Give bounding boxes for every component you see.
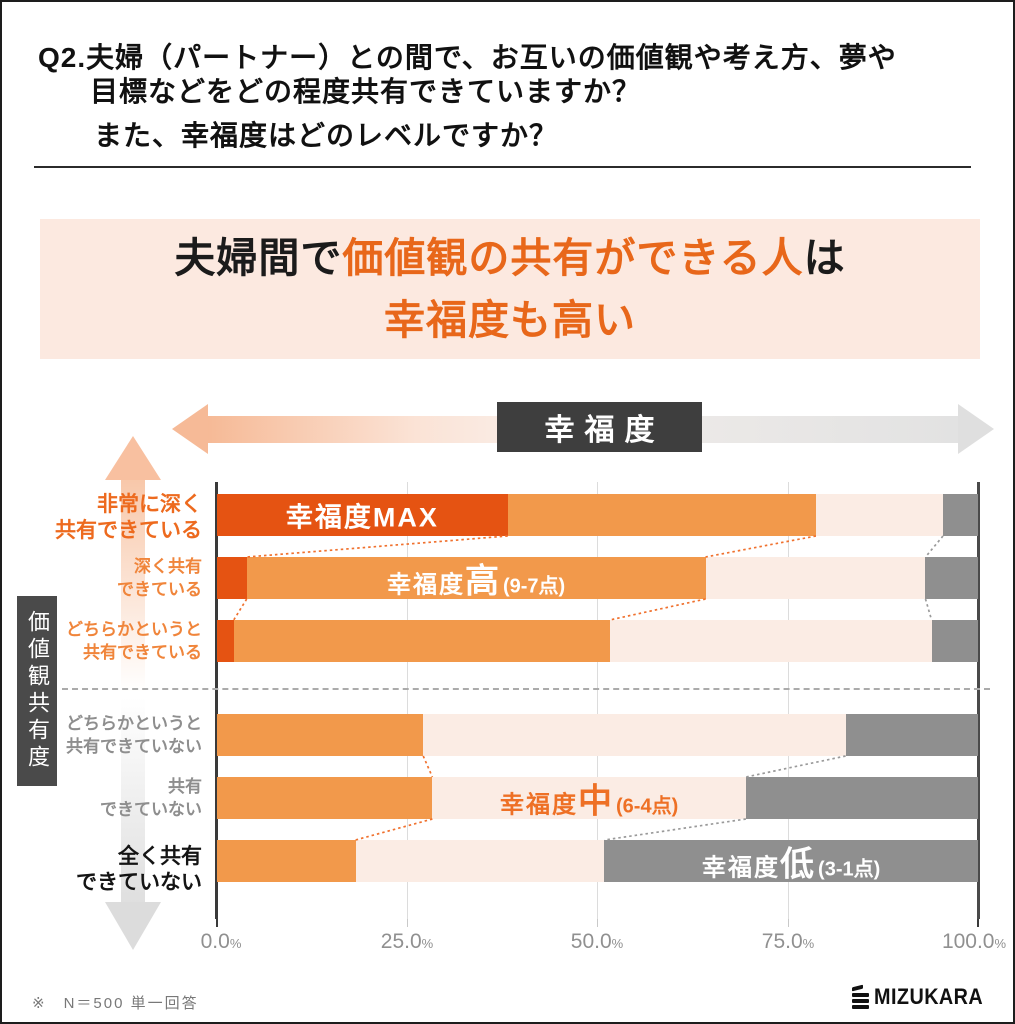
x-tick-label-0: 0.0% <box>200 930 242 953</box>
gridline-25 <box>407 482 408 919</box>
bar-0-segment-1 <box>507 494 816 536</box>
bar-5-segment-1 <box>217 840 356 882</box>
category-label-very-deep-share: 非常に深く 共有できている <box>55 493 202 542</box>
bar-chart: 幸福度MAX 幸福度高 (9-7点) 幸福度中 (6-4点) 幸福度低 (3-1点) <box>217 482 978 919</box>
tick-75 <box>788 919 789 927</box>
question-line-3: また、幸福度はどのレベルですか？ <box>94 120 559 151</box>
question-line-1: Q2.夫婦（パートナー）との間で、お互いの価値観や考え方、夢や <box>38 42 897 73</box>
arrow-up-icon <box>105 436 161 480</box>
segment-label-row-4: 幸福度中 (6-4点) <box>500 782 679 821</box>
bar-0-segment-3 <box>942 494 978 536</box>
gridline-75 <box>788 482 789 919</box>
y-axis-label: 価値観共有度 <box>17 596 57 786</box>
question-line-2: 目標などをどの程度共有できていますか？ <box>90 76 642 107</box>
x-tick-label-50: 50.0% <box>570 930 624 953</box>
bar-2-segment-2 <box>609 620 932 662</box>
bar-2-segment-0 <box>217 620 234 662</box>
gridline-50 <box>597 482 598 919</box>
bar-row-4 <box>217 777 978 819</box>
bar-3-segment-2 <box>423 714 846 756</box>
bar-1-segment-1 <box>246 557 706 599</box>
bar-3-segment-1 <box>217 714 424 756</box>
headline-line-2: 幸福度も高い <box>384 297 636 343</box>
category-label-not-share: 共有 できていない <box>100 777 202 819</box>
bar-0-segment-0 <box>217 494 508 536</box>
brand-name: MIZUKARA <box>873 984 983 1009</box>
axis-0-line <box>215 482 218 919</box>
arrow-down-icon <box>105 902 161 950</box>
tick-50 <box>597 919 598 927</box>
bar-1-segment-0 <box>217 557 247 599</box>
bar-4-segment-3 <box>745 777 978 819</box>
category-label-somewhat-share: どちらかというと 共有できている <box>66 620 202 662</box>
bar-row-2 <box>217 620 978 662</box>
segment-label-row-1: 幸福度高 (9-7点) <box>386 562 566 601</box>
tick-0 <box>216 919 218 927</box>
value-axis-up-arrow <box>121 478 145 692</box>
bar-1-segment-3 <box>925 557 978 599</box>
category-label-deep-share: 深く共有 できている <box>117 557 202 599</box>
tick-100 <box>977 919 979 927</box>
bar-row-5 <box>217 840 978 882</box>
sample-size-note: ※ N＝500 単一回答 <box>32 995 199 1012</box>
category-label-somewhat-not-share: どちらかというと 共有できていない <box>66 714 202 756</box>
x-tick-label-75: 75.0% <box>761 930 815 953</box>
brand-logo: MIZUKARA <box>851 984 995 1010</box>
x-tick-label-25: 25.0% <box>380 930 434 953</box>
axis-100-line <box>977 482 980 919</box>
bar-4-segment-1 <box>217 777 433 819</box>
bar-2-segment-1 <box>233 620 610 662</box>
arrow-right-icon <box>958 404 994 454</box>
headline-banner: 夫婦間で価値観の共有ができる人は 幸福度も高い <box>40 219 980 359</box>
x-tick-label-100: 100.0% <box>941 930 1007 953</box>
bar-4-segment-2 <box>432 777 746 819</box>
category-label-never-share: 全く共有 できていない <box>76 845 202 894</box>
arrow-left-icon <box>172 404 208 454</box>
segment-label-row-0: 幸福度MAX <box>285 502 439 533</box>
bar-1-segment-2 <box>705 557 926 599</box>
segment-label-row-5: 幸福度低 (3-1点) <box>702 845 881 884</box>
bar-row-0 <box>217 494 978 536</box>
happiness-axis-label: 幸福度 <box>497 402 702 452</box>
bar-5-segment-2 <box>355 840 605 882</box>
value-axis-down-arrow <box>121 697 145 903</box>
bar-5-segment-3 <box>604 840 978 882</box>
bar-row-3 <box>217 714 978 756</box>
category-separator-line <box>62 688 990 690</box>
tick-25 <box>407 919 408 927</box>
headline-line-1: 夫婦間で価値観の共有ができる人は <box>174 235 846 281</box>
title-divider <box>34 166 971 168</box>
bar-2-segment-3 <box>931 620 978 662</box>
bar-3-segment-3 <box>845 714 978 756</box>
bar-row-1 <box>217 557 978 599</box>
bar-0-segment-2 <box>815 494 943 536</box>
mizukara-logo-icon <box>851 984 869 1009</box>
